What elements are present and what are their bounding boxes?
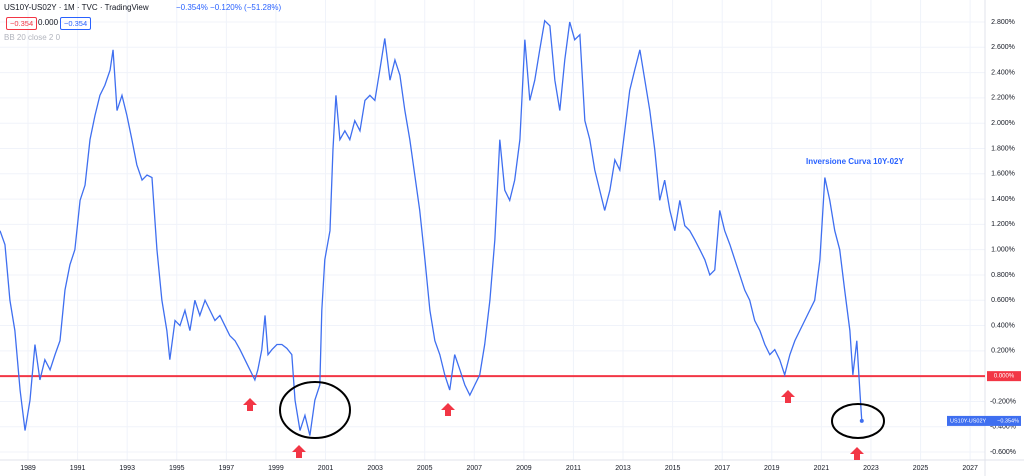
- x-tick-label: 2011: [566, 465, 581, 472]
- y-tick-label: 0.600%: [991, 297, 1015, 304]
- x-tick-label: 1991: [70, 465, 86, 472]
- price-tag-label: 0.000%: [994, 374, 1015, 380]
- y-tick-label: -0.200%: [990, 398, 1016, 405]
- last-value-label: −0.354%: [997, 418, 1019, 424]
- y-tick-label: 1.400%: [991, 196, 1015, 203]
- x-tick-label: 2013: [615, 465, 631, 472]
- symbol-title: US10Y-US02Y · 1M · TVC · TradingView: [4, 3, 149, 12]
- y-tick-label: 0.800%: [991, 272, 1015, 279]
- series-tag: [947, 415, 1021, 426]
- x-tick-label: 2001: [318, 465, 334, 472]
- price-tag: [987, 371, 1021, 382]
- y-tick-label: 2.200%: [991, 95, 1015, 102]
- y-tick-label: 0.400%: [991, 322, 1015, 329]
- circle-marker: [279, 381, 351, 439]
- price-badge: −0.354: [60, 17, 92, 30]
- x-tick-label: 2009: [516, 465, 532, 472]
- x-tick-label: 1995: [169, 465, 185, 472]
- y-tick-label: 2.600%: [991, 44, 1015, 51]
- x-tick-label: 1989: [20, 465, 36, 472]
- x-tick-label: 2005: [417, 465, 433, 472]
- y-tick-label: 2.000%: [991, 120, 1015, 127]
- y-tick-label: 1.200%: [991, 221, 1015, 228]
- annotation: Inversione Curva 10Y-02Y: [806, 157, 904, 166]
- line-series: [0, 19, 863, 436]
- x-tick-label: 2007: [466, 465, 482, 472]
- arrow: [781, 390, 795, 403]
- y-tick-label: 1.600%: [991, 171, 1015, 178]
- arrow: [850, 447, 864, 460]
- arrow: [243, 398, 257, 411]
- y-tick-label: 0.200%: [991, 348, 1015, 355]
- arrow: [441, 403, 455, 416]
- x-tick-label: 2015: [665, 465, 681, 472]
- x-tick-label: 2027: [962, 465, 978, 472]
- arrow: [292, 445, 306, 458]
- y-tick-label: 2.800%: [991, 19, 1015, 26]
- x-tick-label: 2023: [863, 465, 879, 472]
- price-badge: −0.354: [6, 17, 38, 30]
- y-tick-label: -0.400%: [990, 424, 1016, 431]
- series-name: US10Y-US02Y: [950, 418, 987, 424]
- y-tick-label: 1.000%: [991, 247, 1015, 254]
- x-tick-label: 2003: [367, 465, 383, 472]
- y-tick-label: 1.800%: [991, 145, 1015, 152]
- y-tick-label: -0.600%: [990, 449, 1016, 456]
- circle-marker: [831, 403, 885, 439]
- x-tick-label: 2021: [814, 465, 830, 472]
- price-badge: 0.000: [38, 18, 59, 27]
- last-point: [859, 418, 864, 423]
- arrow-markers: [243, 390, 864, 460]
- indicator-label: BB 20 close 2 0: [4, 33, 61, 42]
- x-tick-label: 2017: [714, 465, 730, 472]
- x-tick-label: 2019: [764, 465, 780, 472]
- price-change: −0.354% −0.120% (−51.28%): [176, 3, 282, 12]
- drawings: [243, 381, 885, 460]
- x-tick-label: 1999: [268, 465, 284, 472]
- y-tick-label: 2.400%: [991, 69, 1015, 76]
- x-tick-label: 1993: [119, 465, 135, 472]
- x-tick-label: 1997: [219, 465, 235, 472]
- x-tick-label: 2025: [913, 465, 929, 472]
